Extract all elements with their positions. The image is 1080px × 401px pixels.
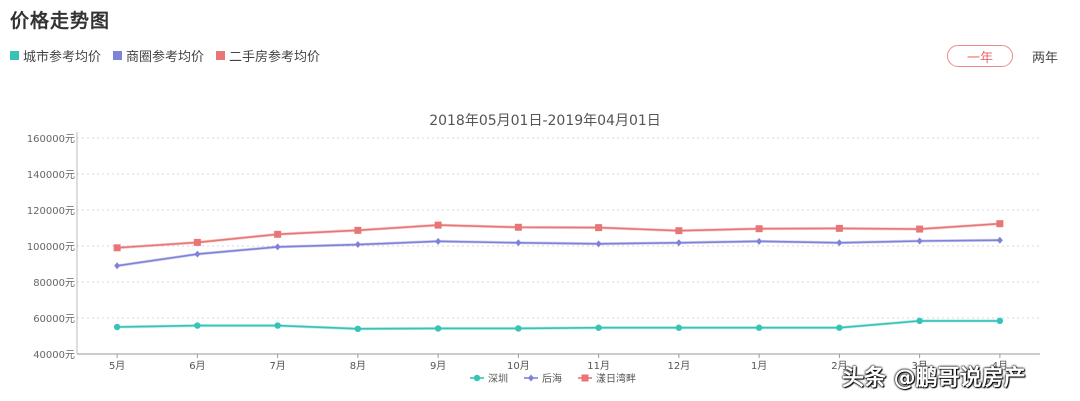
x-tick-label: 4月 (992, 360, 1008, 372)
data-point[interactable] (515, 239, 522, 247)
data-point[interactable] (514, 223, 522, 231)
legend-swatch-city (10, 51, 19, 60)
y-tick-label: 100000元 (27, 242, 75, 253)
data-point[interactable] (274, 322, 281, 329)
page-title: 价格走势图 (10, 10, 111, 32)
series-line (117, 320, 1000, 330)
x-tick-label: 9月 (430, 360, 446, 372)
data-point[interactable] (755, 225, 763, 233)
legend-label-resale: 二手房参考均价 (229, 50, 321, 65)
data-point[interactable] (755, 324, 763, 331)
data-point[interactable] (274, 230, 282, 238)
data-point[interactable] (114, 262, 121, 270)
data-point[interactable] (595, 240, 602, 248)
chart-title: 2018年05月01日-2019年04月01日 (429, 113, 661, 129)
series-0 (113, 317, 1004, 332)
x-tick-label: 11月 (587, 360, 610, 372)
data-point[interactable] (434, 221, 442, 229)
legend-city-average[interactable]: 城市参考均价 (10, 46, 101, 65)
x-tick-label: 8月 (350, 360, 366, 372)
x-tick-label: 12月 (668, 360, 691, 372)
legend-label-city: 城市参考均价 (23, 50, 102, 65)
data-point[interactable] (675, 227, 683, 235)
data-point[interactable] (996, 236, 1003, 244)
y-tick-label: 160000元 (27, 134, 75, 145)
bottom-legend-label: 深圳 (488, 373, 508, 385)
data-point[interactable] (996, 220, 1004, 228)
data-point[interactable] (916, 237, 923, 245)
bottom-legend-marker (581, 374, 589, 382)
x-tick-label: 10月 (507, 360, 530, 372)
data-point[interactable] (595, 324, 602, 331)
data-point[interactable] (756, 237, 763, 245)
data-point[interactable] (996, 317, 1004, 325)
data-point[interactable] (194, 322, 201, 329)
series-line (116, 239, 1000, 267)
data-point[interactable] (916, 317, 923, 325)
x-tick-label: 6月 (189, 360, 205, 372)
data-point[interactable] (435, 237, 442, 245)
y-tick-label: 80000元 (33, 278, 75, 289)
bottom-legend-marker (528, 374, 534, 382)
x-tick-label: 7月 (269, 360, 285, 372)
y-tick-label: 60000元 (33, 314, 75, 325)
bottom-legend-label: 后海 (542, 372, 562, 385)
data-point[interactable] (836, 324, 843, 331)
range-one-year-button[interactable]: 一年 (947, 45, 1013, 67)
data-point[interactable] (193, 238, 201, 246)
data-point[interactable] (113, 323, 121, 331)
bottom-legend-item-2[interactable]: 漾日湾畔 (578, 372, 636, 385)
bottom-legend-label: 漾日湾畔 (596, 372, 636, 385)
x-tick-label: 2月 (831, 360, 847, 372)
bottom-legend-marker (473, 374, 481, 382)
top-legend: 城市参考均价 商圈参考均价 二手房参考均价 (10, 46, 320, 65)
data-point[interactable] (675, 324, 683, 331)
legend-swatch-district (113, 51, 123, 60)
bottom-legend-item-0[interactable]: 深圳 (470, 373, 508, 385)
x-tick-label: 1月 (751, 360, 767, 372)
watermark: 头条 @鹏哥说房产 (842, 366, 1026, 391)
data-point[interactable] (354, 226, 362, 234)
data-point[interactable] (836, 239, 843, 247)
data-point[interactable] (515, 325, 522, 332)
data-point[interactable] (274, 243, 281, 251)
data-point[interactable] (434, 325, 442, 332)
bottom-legend-item-1[interactable]: 后海 (524, 372, 562, 385)
data-point[interactable] (354, 241, 361, 249)
data-point[interactable] (194, 250, 201, 258)
data-point[interactable] (113, 244, 121, 252)
series-line (117, 222, 1000, 249)
y-tick-label: 40000元 (33, 350, 75, 361)
x-tick-label: 3月 (911, 360, 927, 372)
y-tick-label: 120000元 (27, 206, 75, 217)
legend-district-average[interactable]: 商圈参考均价 (113, 46, 204, 65)
data-point[interactable] (916, 225, 924, 233)
data-point[interactable] (354, 325, 362, 332)
series-1 (114, 236, 1003, 270)
data-point[interactable] (675, 239, 682, 247)
legend-swatch-resale (216, 51, 226, 60)
range-two-year-button[interactable]: 两年 (1032, 51, 1059, 66)
series-2 (113, 220, 1004, 252)
data-point[interactable] (595, 224, 603, 232)
y-tick-label: 140000元 (27, 170, 75, 181)
legend-label-district: 商圈参考均价 (126, 50, 205, 65)
legend-resale-average[interactable]: 二手房参考均价 (216, 46, 320, 65)
data-point[interactable] (835, 224, 843, 232)
x-tick-label: 5月 (109, 360, 125, 372)
